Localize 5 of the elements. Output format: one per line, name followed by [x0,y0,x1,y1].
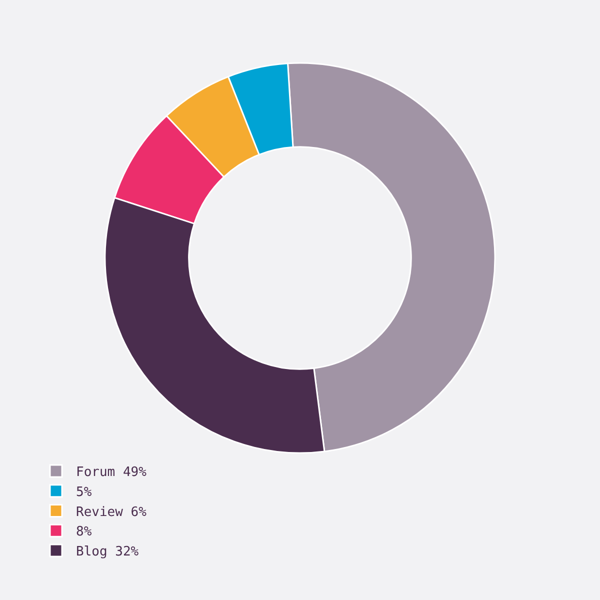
legend-label: 5% [76,484,92,500]
legend-label: Blog 32% [76,544,139,560]
legend-label: Review 6% [76,504,147,520]
legend-label: 8% [76,524,92,540]
legend-label: Forum 49% [76,465,147,480]
